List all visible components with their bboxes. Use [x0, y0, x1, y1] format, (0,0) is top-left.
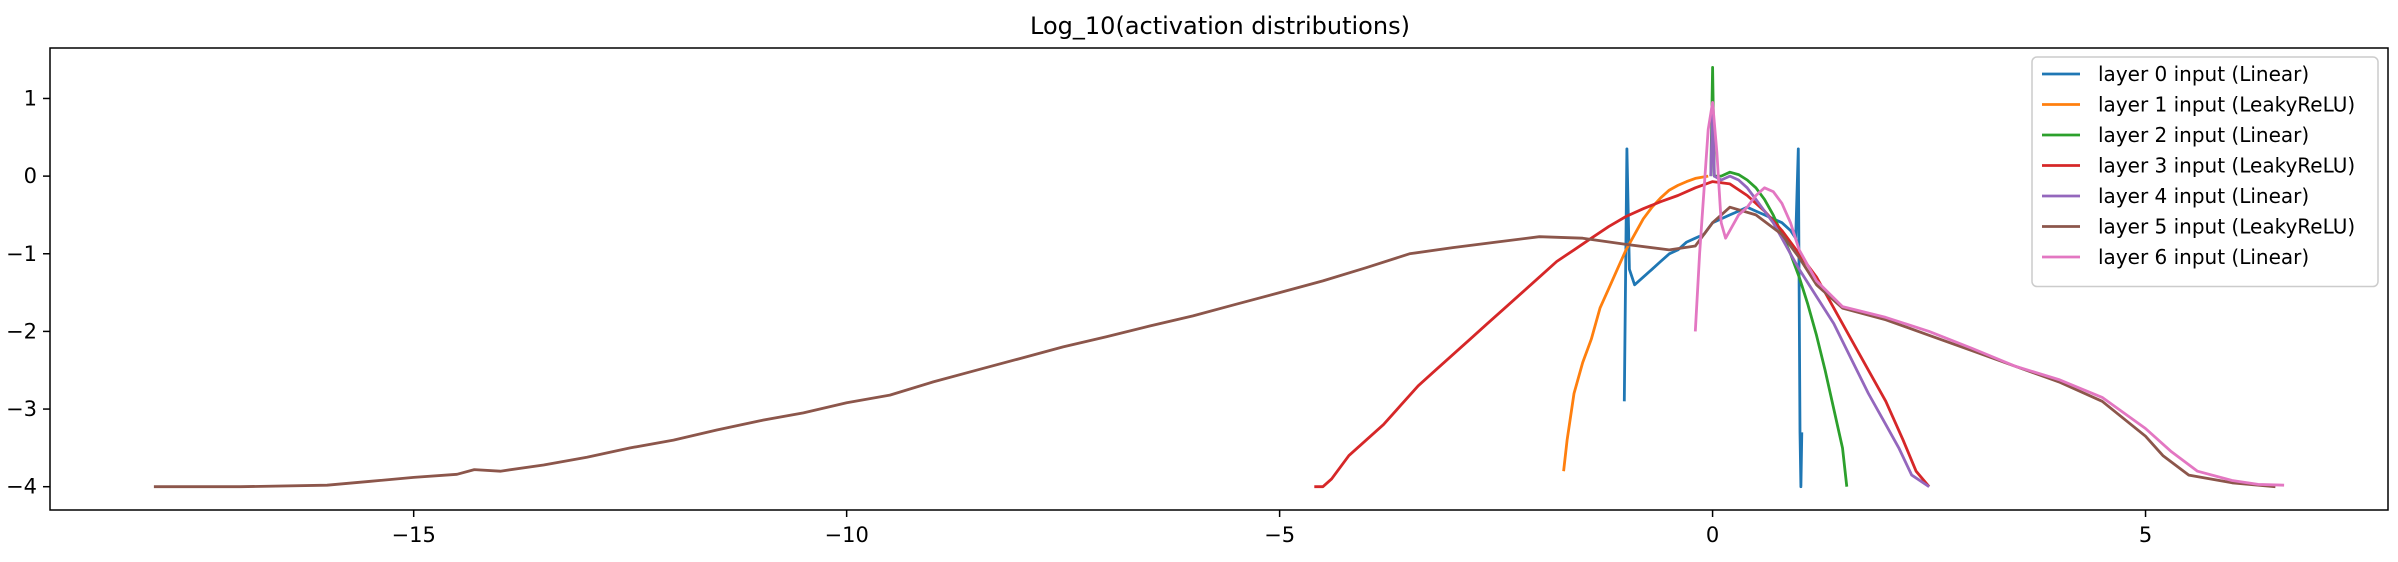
y-tick-label: −4 — [6, 475, 37, 499]
series-line-0 — [1622, 147, 1804, 489]
y-tick-label: −3 — [6, 397, 37, 421]
x-tick-label: −15 — [392, 523, 436, 547]
legend-box — [2031, 56, 2379, 288]
y-tick-label: 1 — [24, 86, 37, 110]
legend-label: layer 2 input (Linear) — [2098, 123, 2309, 147]
y-tick-label: 0 — [24, 164, 37, 188]
chart-title: Log_10(activation distributions) — [1030, 12, 1410, 40]
x-tick-label: −10 — [824, 523, 868, 547]
series-line-4 — [1709, 104, 1930, 488]
plot-frame — [49, 47, 2389, 511]
y-tick-label: −2 — [6, 319, 37, 343]
legend-label: layer 0 input (Linear) — [2098, 62, 2309, 86]
series-line-5 — [153, 205, 2276, 489]
legend: layer 0 input (Linear) layer 1 input (Lea… — [2031, 56, 2379, 288]
legend-label: layer 6 input (Linear) — [2098, 245, 2309, 269]
x-tick-label: 5 — [2139, 523, 2152, 547]
plot-lines — [153, 66, 2285, 489]
series-line-3 — [1314, 180, 1931, 489]
series-line-1 — [1562, 174, 1709, 472]
x-tick-label: 0 — [1706, 523, 1719, 547]
x-axis: −15 −10 −5 0 5 — [392, 510, 2152, 547]
legend-label: layer 4 input (Linear) — [2098, 184, 2309, 208]
legend-label: layer 1 input (LeakyReLU) — [2098, 93, 2355, 117]
y-tick-label: −1 — [6, 242, 37, 266]
legend-label: layer 5 input (LeakyReLU) — [2098, 215, 2355, 239]
y-axis: 1 0 −1 −2 −3 −4 — [6, 86, 50, 499]
series-line-2 — [1709, 66, 1849, 487]
series-line-6 — [1693, 101, 2285, 487]
x-tick-label: −5 — [1264, 523, 1295, 547]
legend-label: layer 3 input (LeakyReLU) — [2098, 154, 2355, 178]
